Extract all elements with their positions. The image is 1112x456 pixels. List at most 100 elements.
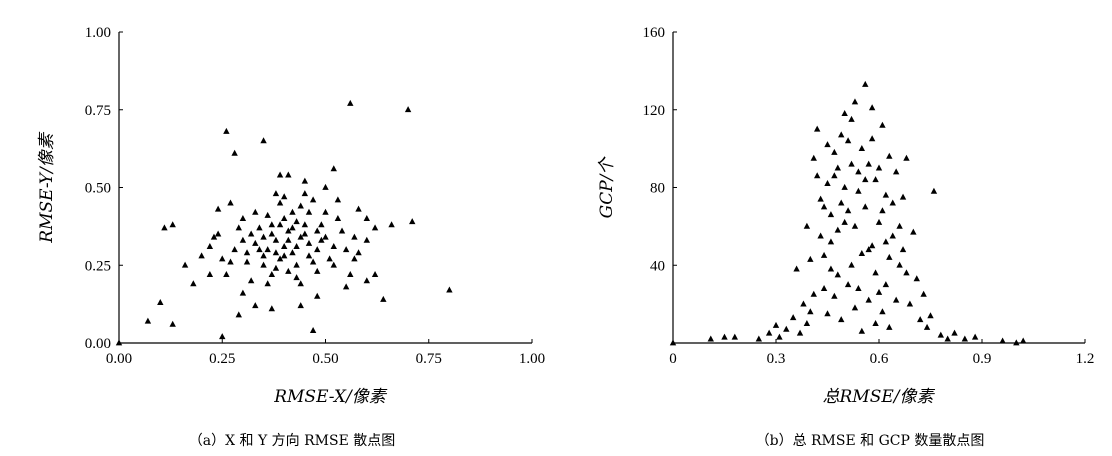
panel-b-data-point	[903, 269, 910, 276]
panel-b-data-point	[848, 160, 855, 167]
panel-b-data-point	[899, 193, 907, 200]
panel-a-points	[115, 99, 453, 346]
panel-a-data-point	[247, 277, 255, 284]
panel-a-data-point	[322, 183, 329, 190]
panel-b-data-point	[1013, 339, 1020, 346]
panel-a-data-point	[268, 230, 276, 237]
panel-b-data-point	[831, 148, 838, 155]
panel-b-y-tick-label: 40	[650, 258, 665, 274]
panel-a-data-point	[380, 295, 387, 302]
panel-b-data-point	[858, 145, 866, 152]
panel-a-data-point	[144, 317, 152, 324]
panel-a-data-point	[276, 221, 284, 228]
panel-a-data-point	[318, 236, 325, 243]
panel-b-data-point	[831, 172, 838, 179]
panel-b-data-point	[851, 98, 859, 105]
panel-a-data-point	[281, 215, 288, 221]
panel-a-data-point	[214, 230, 222, 237]
panel-a-y-tick-label: 0.25	[85, 258, 111, 274]
panel-b-data-point	[807, 255, 814, 262]
panel-a-data-point	[330, 242, 337, 249]
panel-b-data-point	[814, 172, 821, 179]
panel-b-data-point	[755, 335, 763, 342]
panel-a-data-point	[219, 333, 226, 340]
panel-b-data-point	[886, 152, 893, 159]
panel-b-y-axis-title: GCP/个	[597, 156, 617, 219]
panel-a-data-point	[223, 270, 230, 277]
panel-b-data-point	[820, 251, 828, 258]
panel-b-data-point	[879, 207, 886, 214]
panel-a-data-point	[363, 215, 370, 221]
panel-b-data-point	[803, 319, 811, 326]
panel-b-data-point	[765, 329, 773, 336]
panel-a-data-point	[268, 270, 276, 277]
panel-a-x-tick-label: 0.00	[106, 351, 132, 367]
panel-a-data-point	[305, 239, 313, 246]
panel-b-data-point	[793, 265, 800, 272]
panel-a-data-point	[198, 252, 205, 259]
panel-a-data-point	[272, 236, 280, 243]
panel-a-data-point	[231, 246, 238, 253]
panel-b-data-point	[937, 331, 944, 338]
panel-a-data-point	[169, 320, 176, 327]
panel-b-data-point	[889, 199, 896, 206]
panel-b-data-point	[820, 284, 828, 291]
panel-b-data-point	[910, 228, 917, 235]
panel-a-data-point	[276, 171, 284, 178]
panel-a-data-point	[301, 230, 309, 237]
panel-a-data-point	[334, 215, 342, 221]
panel-b-data-point	[851, 222, 859, 229]
panel-a-data-point	[305, 208, 313, 215]
panel-b-data-point	[844, 137, 852, 144]
panel-b-data-point	[841, 218, 848, 225]
panel-a-data-point	[243, 258, 251, 265]
panel-a-data-point	[371, 270, 379, 277]
panel-a-data-point	[235, 311, 242, 318]
panel-a-data-point	[355, 249, 362, 256]
panel-a-data-point	[355, 205, 362, 212]
panel-a-data-point	[289, 224, 296, 231]
panel-a-data-point	[239, 289, 247, 296]
panel-b-data-point	[669, 339, 677, 346]
panel-a-data-point	[264, 246, 271, 253]
panel-a-data-point	[289, 249, 296, 256]
panel-b-points	[669, 80, 1027, 346]
panel-a-data-point	[268, 305, 276, 312]
panel-b-y-tick-label: 80	[650, 181, 665, 197]
panel-a-y-tick-label: 0.00	[85, 336, 111, 352]
panel-b-data-point	[892, 296, 900, 303]
panel-a-data-point	[388, 221, 395, 228]
panel-b-data-point	[810, 290, 817, 297]
panel-a-data-point	[219, 255, 226, 262]
panel-a-data-point	[276, 255, 284, 262]
panel-b-data-point	[824, 141, 831, 148]
panel-b-data-point	[820, 203, 828, 210]
panel-a-x-tick-label: 1.00	[519, 351, 545, 367]
panel-a-data-point	[210, 233, 218, 240]
panel-a-data-point	[206, 242, 214, 249]
panel-a-data-point	[293, 274, 300, 281]
panel-a-data-point	[243, 249, 251, 256]
panel-b-data-point	[817, 195, 824, 202]
panel-b-data-point	[800, 300, 807, 307]
panel-b-data-point	[971, 333, 979, 340]
panel-b-data-point	[875, 164, 883, 171]
panel-b-data-point	[827, 265, 835, 272]
panel-b-data-point	[844, 207, 852, 214]
panel-b-data-point	[731, 333, 738, 340]
panel-a-data-point	[314, 246, 321, 253]
panel-a-data-point	[297, 302, 304, 309]
panel-a-data-point	[214, 205, 222, 212]
panel-a-data-point	[289, 208, 296, 215]
panel-a-data-point	[260, 252, 267, 259]
panel-b-data-point	[851, 304, 859, 311]
panel-b-data-point	[872, 176, 879, 183]
panel-a: 0.00 0.25 0.50 0.75 1.00 0.00 0.25 0.50 0.75 1.00…	[37, 25, 545, 449]
panel-b-data-point	[855, 168, 862, 175]
panel-a-y-tick-label: 0.75	[85, 103, 111, 119]
panel-b-x-tick-label: 0.6	[870, 351, 889, 367]
panel-b-data-point	[834, 271, 841, 278]
panel-a-data-point	[363, 236, 370, 243]
panel-a-data-point	[239, 236, 247, 243]
panel-b-data-point	[882, 191, 890, 198]
